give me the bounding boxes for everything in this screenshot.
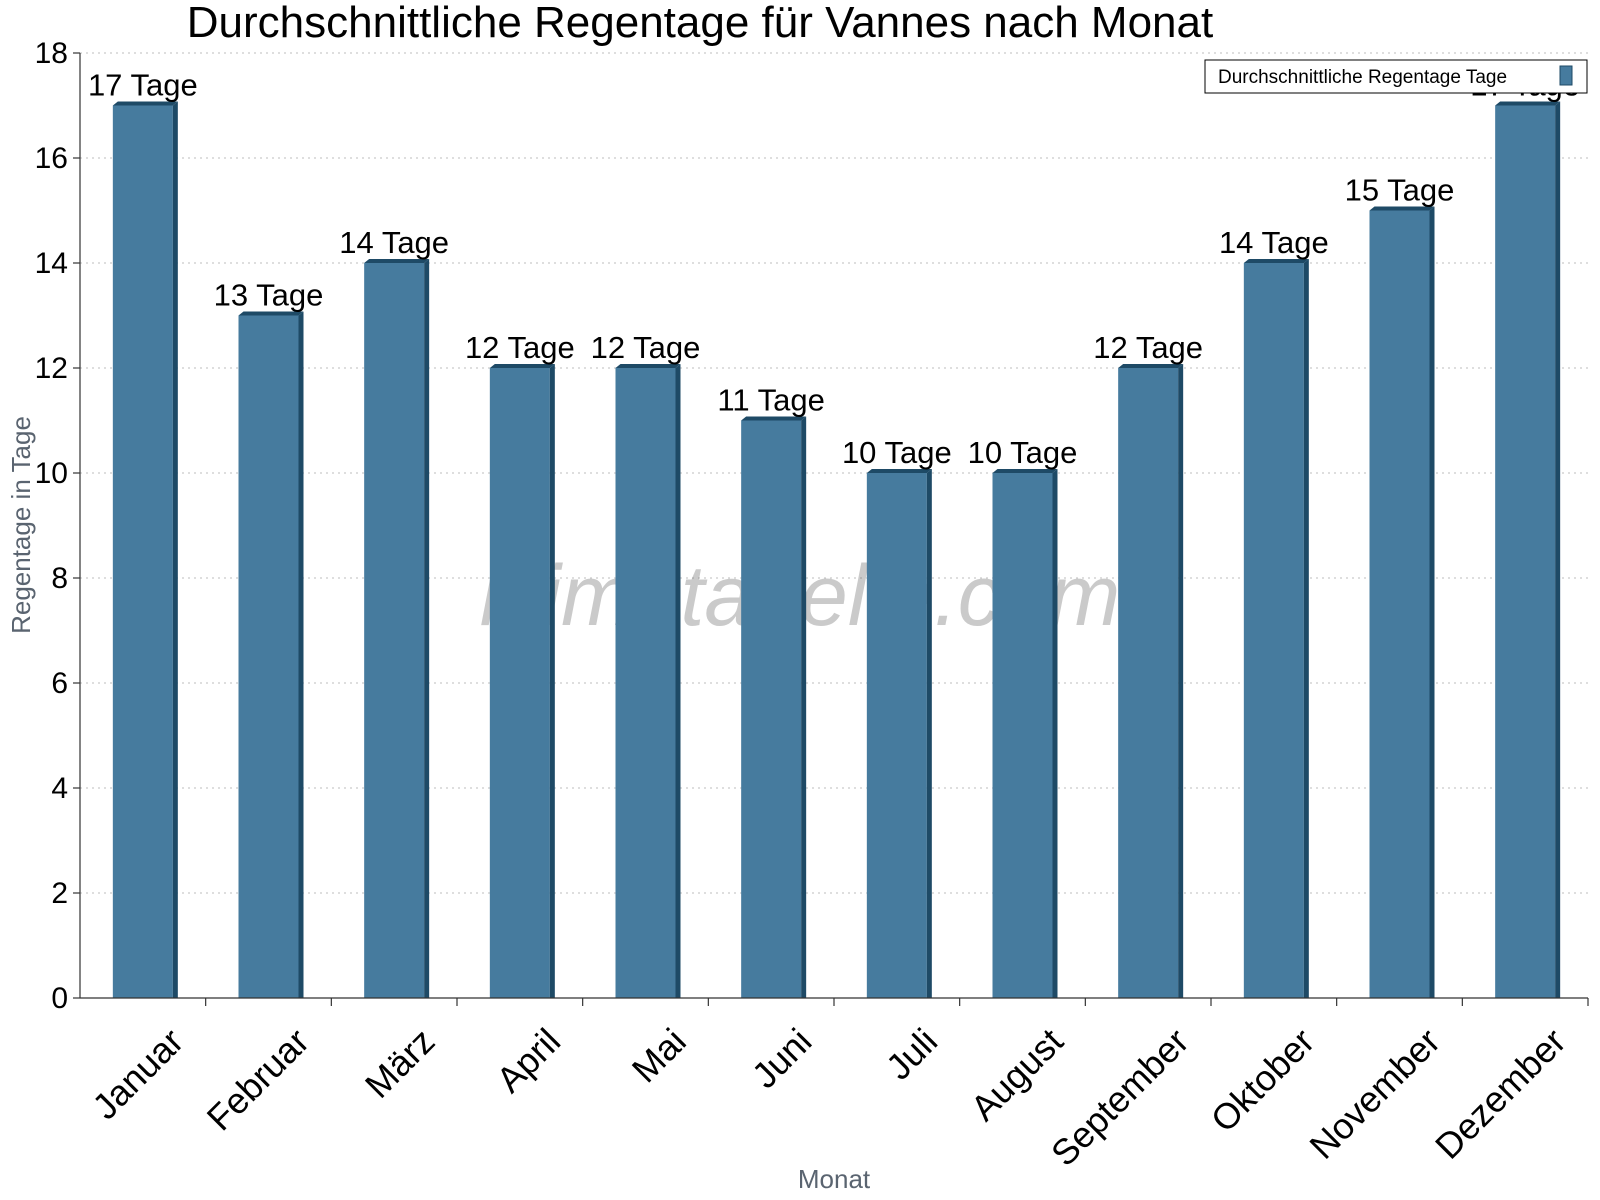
bar-top [992,469,1058,473]
bar [1495,105,1556,998]
x-tick-label: Oktober [1203,1020,1323,1140]
bar-top [364,259,430,263]
y-tick-label: 12 [35,352,68,385]
data-labels: 17 Tage 13 Tage 14 Tage 12 Tage 12 Tage 11 Ta… [88,68,1580,471]
bars [112,101,1561,998]
bar [1369,210,1430,998]
bar-side [675,364,681,998]
bar-top [866,469,932,473]
x-tick-label: Dezember [1427,1020,1573,1166]
data-label: 14 Tage [339,225,449,260]
data-label: 11 Tage [717,383,824,418]
bar-top [112,101,178,106]
data-label: 10 Tage [968,435,1078,470]
y-tick-labels: 0 2 4 6 8 10 12 14 16 18 [35,37,68,1015]
bar [1118,368,1179,998]
data-label: 12 Tage [591,330,701,365]
bar-side [801,416,807,998]
legend-swatch [1559,65,1573,86]
y-tick-label: 16 [35,142,68,175]
bar-top [1118,364,1184,368]
bar [1243,263,1304,998]
bar-top [1369,206,1435,211]
y-tick-label: 0 [51,982,68,1015]
bar-side [172,101,178,998]
y-tick-label: 8 [51,562,68,595]
data-label: 13 Tage [214,278,324,313]
chart-title: Durchschnittliche Regentage für Vannes n… [187,0,1213,47]
data-label: 10 Tage [842,435,952,470]
y-tick-label: 10 [35,457,68,490]
x-axis-label: Monat [798,1164,871,1194]
legend-label: Durchschnittliche Regentage Tage [1218,67,1507,88]
bar [866,473,927,998]
bar-side [1303,259,1309,998]
bar-top [1495,101,1561,106]
bar-side [1429,206,1435,998]
x-tick-label: Mai [624,1020,694,1090]
bar [489,368,550,998]
data-label: 15 Tage [1345,173,1455,208]
bar-side [1052,469,1058,998]
x-tick-labels: Januar Februar März April Mai Juni Juli AugustS… [84,1020,1573,1174]
bar-side [298,311,304,998]
bar-top [489,364,555,368]
y-axis-label: Regentage in Tage [6,416,36,634]
bar [992,473,1053,998]
bar-side [424,259,430,998]
bar-side [926,469,932,998]
bar-top [238,311,304,316]
x-tick-label: Juni [744,1020,820,1096]
bar-side [549,364,555,998]
x-tick-label: Februar [199,1020,317,1138]
bar [615,368,676,998]
bar [112,105,173,998]
data-label: 12 Tage [465,330,575,365]
y-tick-label: 14 [35,247,68,280]
x-tick-label: Juli [878,1020,945,1087]
bar-side [1555,101,1561,998]
legend-box [1204,59,1588,94]
x-tick-label: August [963,1020,1071,1128]
bar-top [741,416,807,421]
axes [73,52,1589,1006]
data-label: 14 Tage [1219,225,1329,260]
legend: Durchschnittliche Regentage Tage [1204,59,1588,94]
y-tick-label: 6 [51,667,68,700]
bar-top [615,364,681,368]
x-tick-label: November [1301,1020,1447,1166]
x-tick-label: April [488,1020,568,1100]
bar-top [1243,259,1309,263]
bar-side [1178,364,1184,998]
x-tick-label: März [357,1020,443,1106]
bar [741,420,802,998]
x-tick-label: September [1043,1020,1197,1174]
y-tick-label: 2 [51,877,68,910]
bar [364,263,425,998]
bar [238,315,299,998]
data-label: 17 Tage [88,68,198,103]
y-tick-label: 4 [51,772,68,805]
y-tick-label: 18 [35,37,68,70]
data-label: 12 Tage [1093,330,1203,365]
x-tick-label: Januar [84,1020,191,1127]
